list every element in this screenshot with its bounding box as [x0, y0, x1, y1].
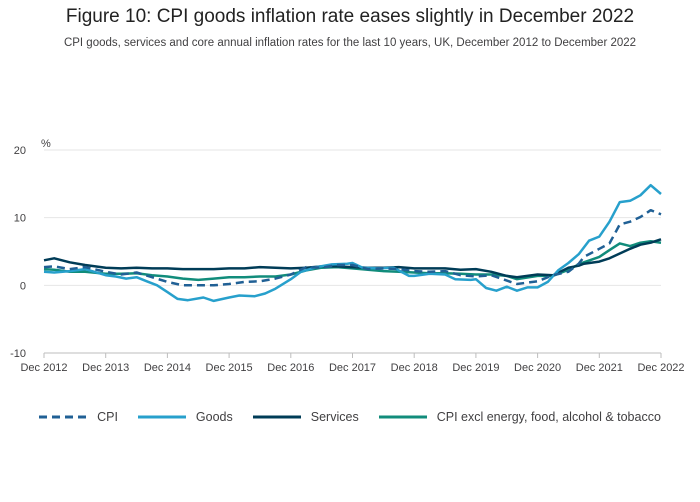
- legend-label: CPI: [97, 410, 118, 424]
- legend-swatch: [252, 415, 301, 419]
- series-line-3: [43, 240, 662, 282]
- x-tick-label: Dec 2021: [576, 362, 623, 374]
- x-axis: Dec 2012 Dec 2013 Dec 2014 Dec 2015 Dec 2016…: [20, 353, 685, 374]
- x-tick-label: Dec 2015: [206, 362, 253, 374]
- series-lines: [43, 183, 662, 303]
- x-tick-label: Dec 2018: [391, 362, 438, 374]
- legend-item-0: CPI: [39, 410, 118, 424]
- y-axis: -10 0 10 20: [10, 145, 26, 360]
- legend-item-1: Goods: [137, 410, 233, 424]
- legend-item-3: CPI excl energy, food, alcohol & tobacco: [378, 410, 661, 424]
- y-tick-label: 10: [14, 213, 26, 225]
- y-tick-label: -10: [10, 348, 26, 360]
- x-tick-label: Dec 2014: [144, 362, 191, 374]
- x-tick-label: Dec 2022: [637, 362, 684, 374]
- grid-lines: [44, 149, 661, 354]
- x-tick-label: Dec 2013: [82, 362, 129, 374]
- legend-label: Goods: [195, 410, 233, 424]
- y-axis-label: %: [41, 138, 51, 150]
- chart-title: Figure 10: CPI goods inflation rate ease…: [65, 6, 635, 27]
- legend-swatch: [137, 415, 186, 419]
- y-tick-label: 20: [14, 145, 26, 157]
- series-line-0: [43, 208, 662, 287]
- legend-swatch: [39, 415, 88, 419]
- x-tick-label: Dec 2020: [514, 362, 561, 374]
- x-tick-label: Dec 2012: [20, 362, 67, 374]
- legend-label: Services: [310, 410, 359, 424]
- y-tick-label: 0: [20, 280, 26, 292]
- x-tick-label: Dec 2017: [329, 362, 376, 374]
- x-tick-label: Dec 2019: [452, 362, 499, 374]
- x-tick-label: Dec 2016: [267, 362, 314, 374]
- legend: CPI Goods Services CPI excl energy, food, a…: [0, 406, 700, 428]
- series-line-1: [43, 183, 662, 303]
- legend-item-2: Services: [252, 410, 359, 424]
- legend-swatch: [378, 415, 427, 419]
- legend-label: CPI excl energy, food, alcohol & tobacco: [436, 410, 661, 424]
- chart-subtitle: CPI goods, services and core annual infl…: [63, 37, 637, 49]
